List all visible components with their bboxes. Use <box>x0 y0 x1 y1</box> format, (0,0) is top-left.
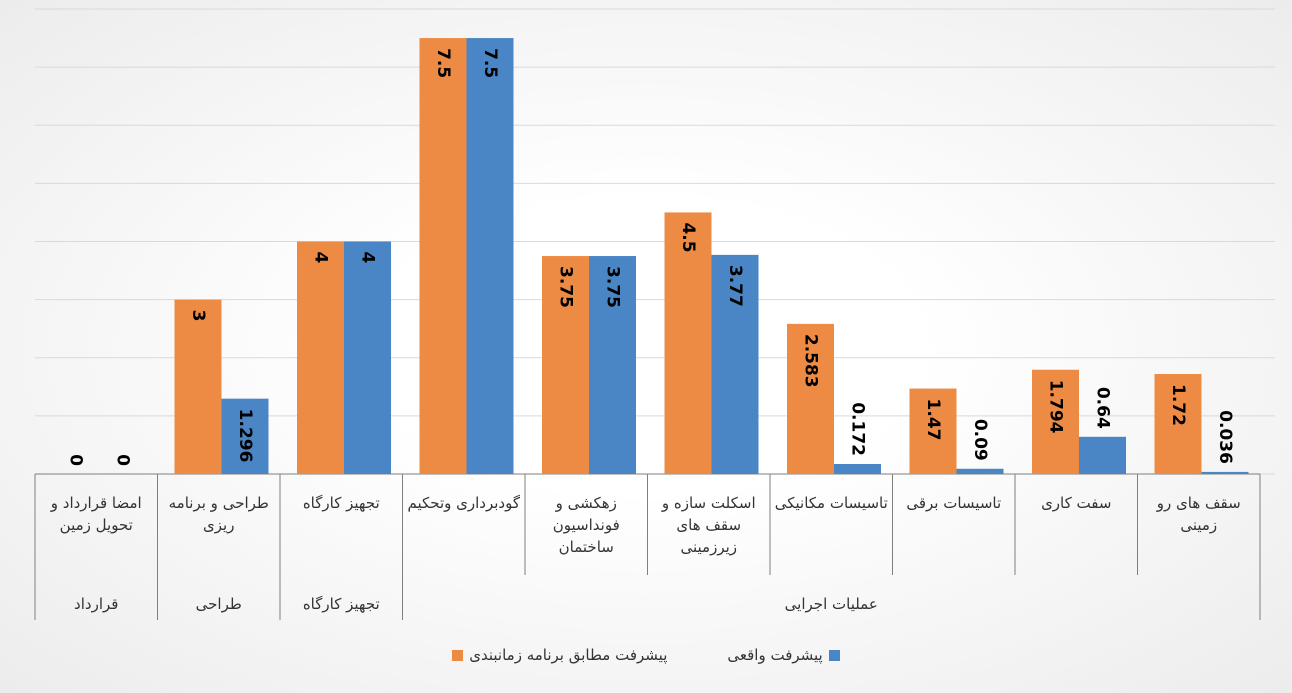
data-label: 4 <box>311 252 331 264</box>
group-label: طراحی <box>195 595 242 613</box>
data-label: 3.75 <box>603 266 623 308</box>
data-label: 0.09 <box>970 419 990 461</box>
x-tick-label: زهکشی و فونداسیون ساختمان <box>552 494 620 556</box>
bar <box>419 38 467 474</box>
bar <box>1079 436 1126 474</box>
data-label: 4 <box>358 252 378 264</box>
x-tick-label: سفت کاری <box>1041 494 1112 512</box>
data-label: 1.296 <box>235 409 255 463</box>
legend-swatch <box>452 649 464 661</box>
legend: پیشرفت مطابق برنامه زمانبندی پیشرفت واقعی <box>0 646 1292 664</box>
group-label: عملیات اجرایی <box>784 595 878 613</box>
data-label: 2.583 <box>801 334 821 388</box>
bar <box>664 212 712 474</box>
data-label: 3.75 <box>556 266 576 308</box>
group-label: قرارداد <box>74 595 119 613</box>
data-label: 7.5 <box>480 48 500 78</box>
bar <box>1154 374 1202 474</box>
bar <box>956 468 1004 474</box>
data-label: 0 <box>66 454 86 466</box>
legend-item: پیشرفت مطابق برنامه زمانبندی <box>452 646 667 664</box>
x-tick-label: گودبرداری وتحکیم <box>407 494 520 512</box>
x-tick-label: تجهیز کارگاه <box>302 494 380 512</box>
x-tick-label: تاسیسات مکانیکی <box>774 494 888 512</box>
bar <box>221 398 269 474</box>
data-label: 7.5 <box>433 48 453 78</box>
legend-item: پیشرفت واقعی <box>727 646 840 664</box>
data-label: 3.77 <box>725 265 745 307</box>
data-label: 0.172 <box>848 402 868 456</box>
bar <box>589 256 636 474</box>
bar <box>542 256 589 474</box>
data-label: 1.72 <box>1168 384 1188 426</box>
x-tick-label: طراحی و برنامه ریزی <box>168 494 269 534</box>
bar <box>297 241 344 474</box>
bar <box>466 38 514 474</box>
bar <box>1032 369 1079 474</box>
x-tick-label: اسکلت سازه و سقف های زیرزمینی <box>661 494 756 556</box>
data-label: 0 <box>113 454 133 466</box>
legend-label: پیشرفت واقعی <box>727 646 823 664</box>
bar <box>344 241 391 474</box>
x-tick-label: امضا قرارداد و تحویل زمین <box>50 494 142 534</box>
legend-swatch <box>828 649 840 661</box>
bar <box>1201 471 1249 474</box>
bar <box>834 464 881 474</box>
data-label: 1.47 <box>923 399 943 441</box>
x-tick-label: سقف های رو زمینی <box>1156 494 1241 534</box>
data-label: 4.5 <box>678 222 698 252</box>
group-label: تجهیز کارگاه <box>302 595 380 613</box>
bar <box>787 323 834 474</box>
data-label: 0.64 <box>1093 387 1113 429</box>
data-label: 1.794 <box>1046 380 1066 434</box>
data-label: 0.036 <box>1215 410 1235 464</box>
bar <box>174 299 222 474</box>
legend-label: پیشرفت مطابق برنامه زمانبندی <box>469 646 668 664</box>
bar <box>909 388 957 474</box>
bar <box>711 254 759 474</box>
x-tick-label: تاسیسات برقی <box>906 494 1002 512</box>
data-label: 3 <box>188 310 208 322</box>
